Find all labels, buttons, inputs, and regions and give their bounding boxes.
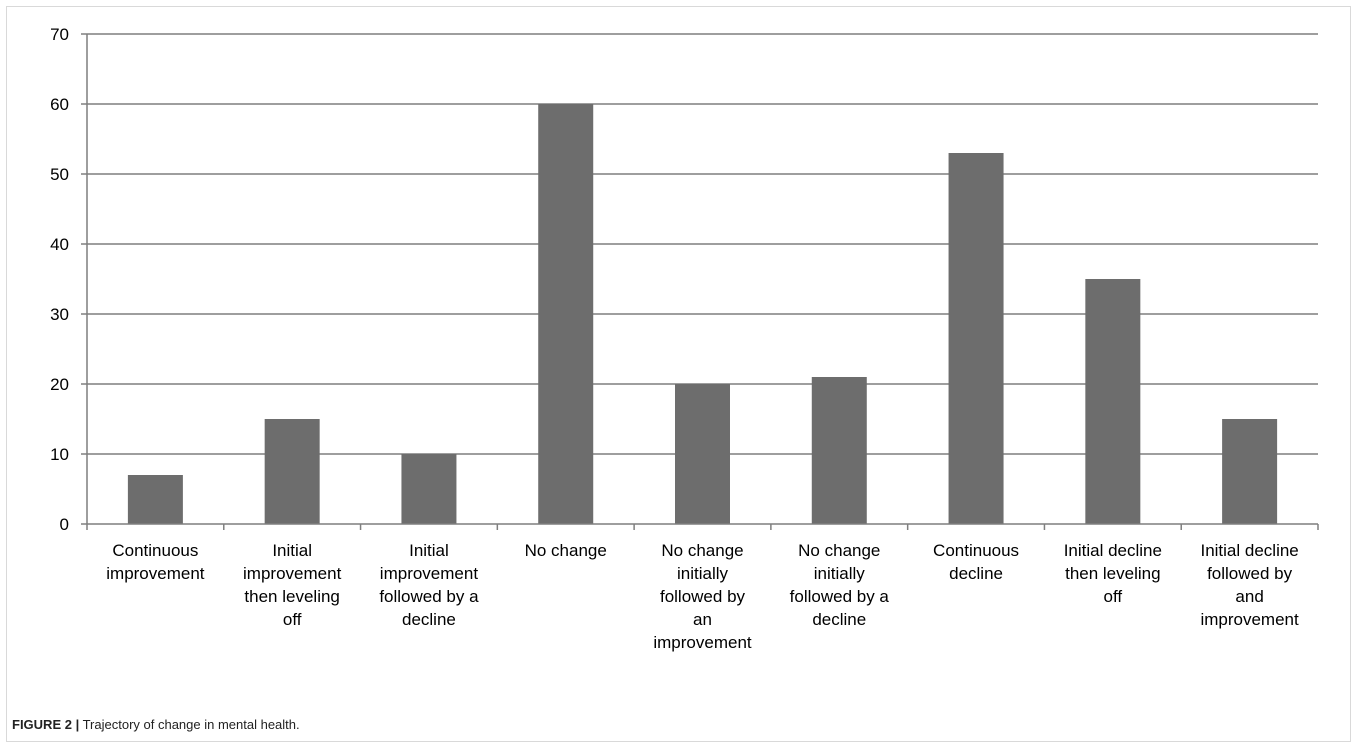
x-category-label: Initial decline followed by and improvement xyxy=(1200,541,1299,629)
bar-chart: 0 10 20 30 40 50 60 70 Continuous improvement Ini… xyxy=(50,25,1319,652)
axes xyxy=(81,33,1319,530)
y-tick-label: 0 xyxy=(60,515,69,534)
y-tick-label: 50 xyxy=(50,165,69,184)
x-category-label: Initial improvement then leveling off xyxy=(243,541,342,629)
x-category-labels: Continuous improvement Initial improvement t… xyxy=(106,541,1299,652)
bar xyxy=(538,104,594,524)
x-category-label: No change xyxy=(525,541,607,560)
y-tick-label: 40 xyxy=(50,235,69,254)
y-tick-label: 30 xyxy=(50,305,69,324)
bar xyxy=(127,475,183,524)
y-tick-label: 20 xyxy=(50,375,69,394)
x-category-label: Continuous decline xyxy=(933,541,1019,583)
y-tick-label: 70 xyxy=(50,25,69,44)
y-tick-label: 10 xyxy=(50,445,69,464)
y-tick-labels: 0 10 20 30 40 50 60 70 xyxy=(50,25,69,534)
bar xyxy=(675,384,730,524)
figure-caption-text: Trajectory of change in mental health. xyxy=(82,717,300,732)
x-category-label: No change initially followed by a decline xyxy=(790,541,890,629)
bar xyxy=(948,153,1004,524)
bar xyxy=(401,454,457,524)
x-category-label: Initial improvement followed by a decline xyxy=(379,541,479,629)
bars xyxy=(127,104,1278,524)
figure-caption-label: FIGURE 2 | xyxy=(12,717,80,732)
x-category-label: Initial decline then leveling off xyxy=(1064,541,1162,606)
bar xyxy=(264,419,320,524)
bar xyxy=(1222,419,1278,524)
bar xyxy=(811,377,867,524)
bar xyxy=(1085,279,1141,524)
figure-caption: FIGURE 2 | Trajectory of change in menta… xyxy=(12,717,300,732)
y-tick-label: 60 xyxy=(50,95,69,114)
x-category-label: No change initially followed by an improveme… xyxy=(653,541,752,652)
x-category-label: Continuous improvement xyxy=(106,541,205,583)
